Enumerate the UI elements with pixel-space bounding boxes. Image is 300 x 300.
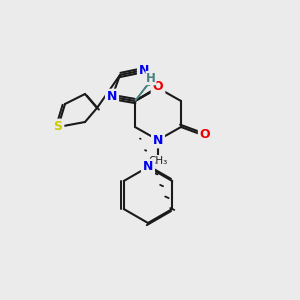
Text: O: O (153, 80, 163, 94)
Text: N: N (107, 91, 117, 103)
Text: H: H (146, 71, 156, 85)
Text: S: S (53, 121, 62, 134)
Text: N: N (143, 160, 153, 173)
Text: N: N (153, 134, 163, 146)
Text: O: O (200, 128, 210, 140)
Text: CH₃: CH₃ (148, 156, 168, 166)
Text: H: H (147, 76, 157, 88)
Text: N: N (139, 64, 149, 76)
Text: O: O (153, 82, 163, 94)
Polygon shape (135, 82, 150, 101)
